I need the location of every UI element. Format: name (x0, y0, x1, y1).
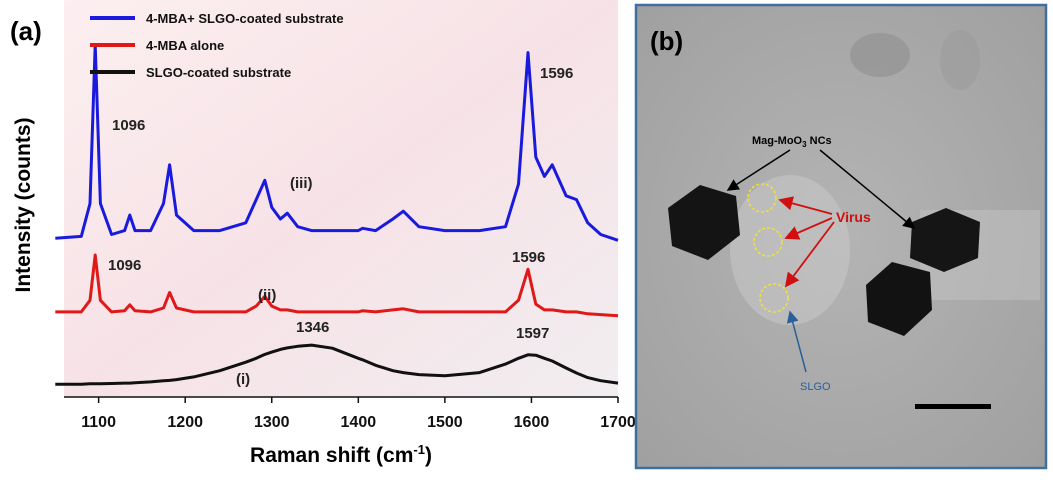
panel-label: (a) (10, 16, 42, 46)
blob (730, 175, 850, 325)
blob (940, 30, 980, 90)
annotation: 1346 (296, 319, 329, 336)
x-axis-label-sup: -1 (413, 442, 425, 457)
x-tick-label: 1500 (427, 414, 463, 431)
annotation: (ii) (258, 287, 276, 304)
legend-label: 4-MBA+ SLGO-coated substrate (146, 11, 344, 26)
nc-label: Mag-MoO3 NCs (752, 135, 832, 149)
y-axis-label: Intensity (counts) (12, 117, 35, 292)
virus-label: Virus (836, 209, 871, 225)
x-axis-label-tail: ) (425, 444, 432, 467)
x-tick-label: 1400 (341, 414, 377, 431)
annotation: 1596 (540, 65, 573, 82)
panel-b: (b) Mag-MoO3 NCs Virus SLGO (636, 5, 1046, 468)
annotation: (i) (236, 371, 250, 388)
slgo-label: SLGO (800, 381, 831, 393)
annotation: 1596 (512, 249, 545, 266)
nc-label-text: Mag-MoO (752, 135, 803, 147)
annotation: 1597 (516, 325, 549, 342)
scale-bar (915, 404, 991, 409)
x-tick-label: 1100 (81, 414, 116, 431)
panel-label: (b) (650, 26, 683, 56)
blob (850, 33, 910, 77)
x-tick-label: 1300 (254, 414, 290, 431)
legend-label: SLGO-coated substrate (146, 65, 291, 80)
x-axis-label-text: Raman shift (cm (250, 444, 413, 467)
x-tick-label: 1700 (600, 414, 636, 431)
nc-label-tail: NCs (807, 135, 832, 147)
x-tick-label: 1200 (167, 414, 203, 431)
x-axis-label: Raman shift (cm-1) (250, 442, 432, 467)
annotation: 1096 (108, 257, 141, 274)
x-tick-label: 1600 (514, 414, 550, 431)
annotation: 1096 (112, 117, 145, 134)
figure: 4-MBA+ SLGO-coated substrate 4-MBA alone S… (0, 0, 1053, 475)
annotation: (iii) (290, 175, 313, 192)
legend-label: 4-MBA alone (146, 38, 224, 53)
